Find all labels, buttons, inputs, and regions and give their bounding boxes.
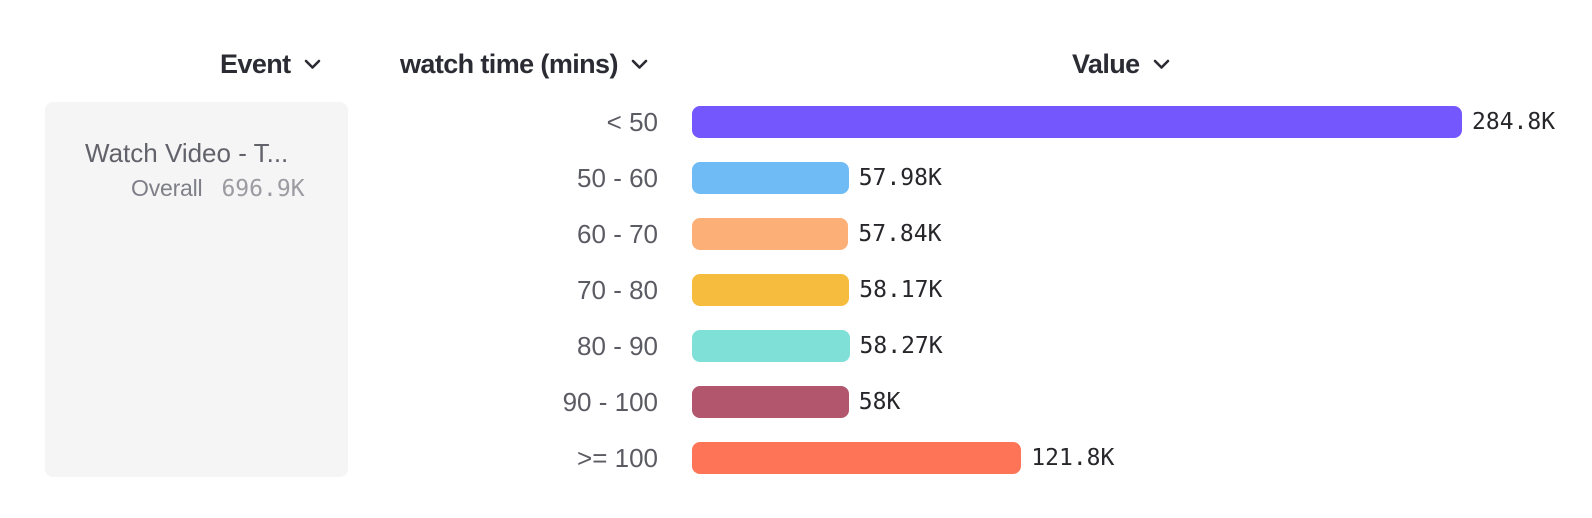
category-label: 60 - 70 xyxy=(577,218,658,249)
category-label: < 50 xyxy=(606,106,658,137)
category-label: 80 - 90 xyxy=(577,330,658,361)
bar-segment[interactable] xyxy=(692,385,849,418)
bar-value-label: 57.84K xyxy=(858,220,942,247)
bar-segment[interactable] xyxy=(692,273,850,306)
category-label: >= 100 xyxy=(577,443,658,473)
chart-row: 80 - 90 58.27K xyxy=(0,329,1592,362)
chart-row: >= 100 121.8K xyxy=(0,442,1592,474)
chevron-down-icon xyxy=(304,59,320,69)
chart-row: 50 - 60 57.98K xyxy=(0,161,1592,194)
bar-value-label: 57.98K xyxy=(858,164,942,191)
bar-segment[interactable] xyxy=(692,442,1022,474)
column-header-event[interactable]: Event xyxy=(220,49,321,79)
column-header-value[interactable]: Value xyxy=(1072,49,1170,79)
bar-value-label: 284.8K xyxy=(1472,108,1556,135)
chevron-down-icon xyxy=(1153,59,1169,69)
chart-row: 60 - 70 57.84K xyxy=(0,217,1592,250)
bar-segment[interactable] xyxy=(692,217,849,250)
chevron-down-icon xyxy=(631,59,648,69)
column-header-breakdown[interactable]: watch time (mins) xyxy=(400,49,648,79)
chart-row: < 50 284.8K xyxy=(0,105,1592,138)
overall-value: 696.9K xyxy=(221,176,305,202)
bar-value-label: 58.27K xyxy=(859,332,943,359)
bar-value-label: 58.17K xyxy=(859,276,943,303)
bar-segment[interactable] xyxy=(692,105,1462,138)
bar-value-label: 121.8K xyxy=(1031,445,1115,471)
column-header-value-label: Value xyxy=(1072,48,1140,79)
chart-row: 90 - 100 58K xyxy=(0,385,1592,418)
event-title: Watch Video - T... xyxy=(85,138,289,168)
event-card[interactable]: Watch Video - T... Overall 696.9K xyxy=(45,102,348,477)
event-metric: Overall 696.9K xyxy=(131,175,305,203)
category-label: 70 - 80 xyxy=(577,274,658,305)
column-header-event-label: Event xyxy=(220,48,291,79)
category-label: 90 - 100 xyxy=(562,386,658,417)
chart-row: 70 - 80 58.17K xyxy=(0,273,1592,306)
bar-segment[interactable] xyxy=(692,161,849,194)
category-label: 50 - 60 xyxy=(577,162,658,193)
bar-segment[interactable] xyxy=(692,329,850,362)
column-header-breakdown-label: watch time (mins) xyxy=(400,48,618,79)
bar-value-label: 58K xyxy=(858,388,901,415)
overall-label: Overall xyxy=(131,175,203,201)
